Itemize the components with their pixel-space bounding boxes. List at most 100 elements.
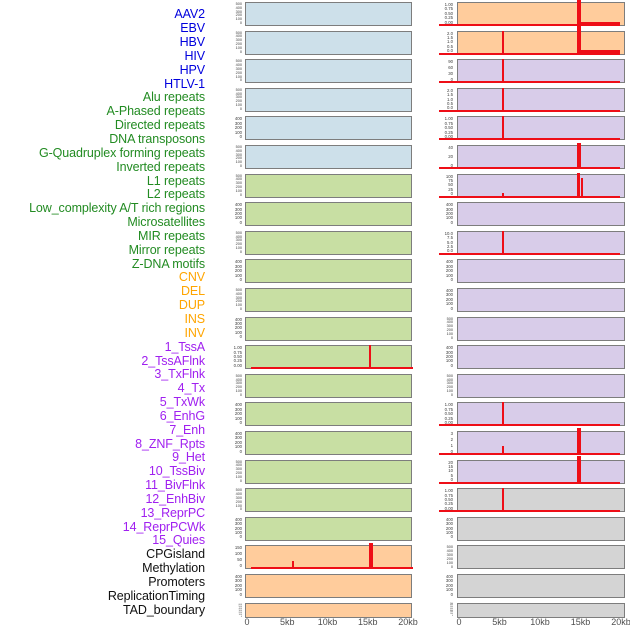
y-tick-label: 500 bbox=[446, 316, 453, 321]
y-ticks-inverted-repeats: 400 300 200 100 0 bbox=[202, 317, 242, 341]
y-tick-label: 100 bbox=[238, 613, 242, 616]
y-tick-label: 0 bbox=[239, 534, 242, 540]
y-tick-label: 500 bbox=[235, 488, 242, 493]
y-tick-label: 100 bbox=[235, 17, 242, 22]
y-tick-label: 5.0 bbox=[447, 239, 453, 245]
plot-promoters bbox=[457, 545, 625, 570]
plot-cnv bbox=[245, 542, 413, 570]
signal-spike bbox=[502, 59, 505, 84]
y-tick-label: 200 bbox=[446, 385, 453, 390]
y-tick-label: 400 bbox=[235, 177, 242, 182]
plot-l1-repeats bbox=[245, 345, 413, 370]
y-tick-label: 500 bbox=[235, 459, 242, 464]
y-tick-label: 0 bbox=[239, 49, 242, 54]
y-tick-label: 500 bbox=[238, 605, 242, 608]
y-ticks-low-complexity-a-t-rich-regions: 400 300 200 100 0 bbox=[202, 402, 242, 426]
y-ticks-dup: 600 500 400 300 200 100 0 bbox=[202, 603, 242, 618]
y-tick-label: 0 bbox=[239, 307, 242, 312]
signal-spike bbox=[576, 456, 581, 484]
signal-baseline bbox=[439, 252, 620, 255]
y-tick-label: 0.00 bbox=[444, 420, 453, 426]
y-tick-label: 300 bbox=[238, 609, 242, 612]
y-tick-label: 0 bbox=[239, 219, 242, 225]
y-tick-label: 300 bbox=[235, 181, 242, 186]
signal-spike bbox=[579, 50, 621, 55]
y-tick-label: 400 bbox=[234, 516, 242, 522]
y-tick-label: 100 bbox=[234, 329, 242, 335]
y-tick-label: 600 bbox=[238, 603, 242, 606]
y-tick-label: 400 bbox=[235, 234, 242, 239]
y-tick-label: 2 bbox=[450, 436, 453, 442]
y-tick-label: 500 bbox=[235, 230, 242, 235]
y-tick-label: 200 bbox=[450, 611, 453, 614]
y-tick-label: 7.5 bbox=[447, 235, 453, 241]
y-tick-label: 200 bbox=[445, 296, 453, 302]
y-ticks-8-znf-rpts: 400 300 200 100 0 bbox=[413, 259, 453, 283]
plot-del bbox=[245, 574, 412, 598]
y-tick-label: 10 bbox=[448, 468, 453, 474]
y-tick-label: 200 bbox=[234, 268, 242, 274]
x-axis-tick-0: 0 bbox=[244, 617, 250, 627]
y-ticks-htlv-1: 500 400 300 200 100 0 bbox=[202, 145, 242, 169]
y-tick-label: 0.25 bbox=[444, 415, 453, 421]
y-tick-label: 0.25 bbox=[444, 501, 453, 507]
y-tick-label: 500 bbox=[235, 87, 242, 92]
plot-low-complexity-a-t-rich-regions bbox=[245, 402, 412, 427]
y-tick-label: 0 bbox=[452, 614, 453, 617]
y-tick-label: 200 bbox=[234, 325, 242, 331]
y-tick-label: 100 bbox=[446, 389, 453, 394]
y-tick-label: 500 bbox=[235, 145, 242, 149]
track-label-del: DEL bbox=[180, 284, 205, 299]
plot-7-enh bbox=[439, 230, 625, 255]
y-tick-label: 300 bbox=[234, 521, 242, 527]
y-tick-label: 0.25 bbox=[233, 358, 242, 364]
y-tick-label: 400 bbox=[234, 431, 242, 436]
y-ticks-mir-repeats: 500 400 300 200 100 0 bbox=[202, 460, 242, 484]
plot-a-phased-repeats bbox=[245, 202, 412, 227]
track-label-mir-repeats: MIR repeats bbox=[138, 228, 205, 243]
y-tick-label: 0 bbox=[450, 191, 453, 197]
track-label-low-complexity-a-t-rich-regions: Low_complexity A/T rich regions bbox=[29, 201, 205, 216]
y-tick-label: 500 bbox=[235, 373, 242, 378]
y-tick-label: 300 bbox=[445, 263, 453, 269]
signal-baseline bbox=[439, 109, 620, 112]
x-axis-tick-5kb: 5kb bbox=[279, 617, 295, 627]
y-tick-label: 0.00 bbox=[444, 134, 453, 140]
plot-tad-boundary bbox=[457, 602, 625, 618]
signal-spike bbox=[576, 142, 581, 169]
track-label-z-dna-motifs: Z-DNA motifs bbox=[131, 256, 205, 271]
y-tick-label: 400 bbox=[235, 291, 242, 296]
y-tick-label: 0.0 bbox=[447, 248, 453, 254]
y-tick-label: 400 bbox=[235, 63, 242, 68]
y-tick-label: 20 bbox=[448, 459, 453, 465]
y-ticks-dna-transposons: 400 300 200 100 0 bbox=[202, 259, 242, 283]
x-axis-tick-10kb: 10kb bbox=[317, 617, 338, 627]
track-label-inv: INV bbox=[184, 325, 205, 340]
track-label-inverted-repeats: Inverted repeats bbox=[116, 159, 205, 174]
y-tick-label: 400 bbox=[445, 288, 453, 293]
y-tick-label: 500 bbox=[235, 59, 242, 64]
y-tick-label: 0.75 bbox=[444, 120, 453, 126]
track-label-hiv: HIV bbox=[184, 48, 205, 63]
y-ticks-replicationtiming: 400 300 200 100 0 bbox=[413, 574, 453, 598]
y-tick-label: 0 bbox=[450, 277, 453, 283]
track-label-aav2: AAV2 bbox=[174, 7, 205, 22]
track-label-8-znf-rpts: 8_ZNF_Rpts bbox=[135, 436, 205, 451]
y-tick-label: 0.75 bbox=[444, 406, 453, 412]
y-tick-label: 300 bbox=[445, 292, 453, 298]
y-tick-label: 0 bbox=[239, 134, 242, 140]
track-label-a-phased-repeats: A-Phased repeats bbox=[106, 104, 206, 119]
track-label-dna-transposons: DNA transposons bbox=[109, 132, 205, 147]
track-label-directed-repeats: Directed repeats bbox=[114, 118, 205, 133]
plot-l2-repeats bbox=[245, 373, 412, 398]
y-tick-label: 200 bbox=[235, 242, 242, 247]
y-tick-label: 1.00 bbox=[444, 488, 453, 494]
y-ticks-5-txwk: 100 75 50 25 0 bbox=[413, 174, 453, 198]
y-ticks-ins: 1.00 0.75 0.50 0.25 0.00 bbox=[413, 2, 453, 26]
x-axis-tick-20kb: 20kb bbox=[398, 617, 418, 627]
y-tick-label: 0.75 bbox=[444, 6, 453, 12]
track-label-microsatellites: Microsatellites bbox=[127, 215, 205, 230]
y-tick-label: 100 bbox=[234, 272, 242, 278]
y-tick-label: 0.25 bbox=[444, 129, 453, 135]
y-tick-label: 1.5 bbox=[447, 35, 453, 41]
